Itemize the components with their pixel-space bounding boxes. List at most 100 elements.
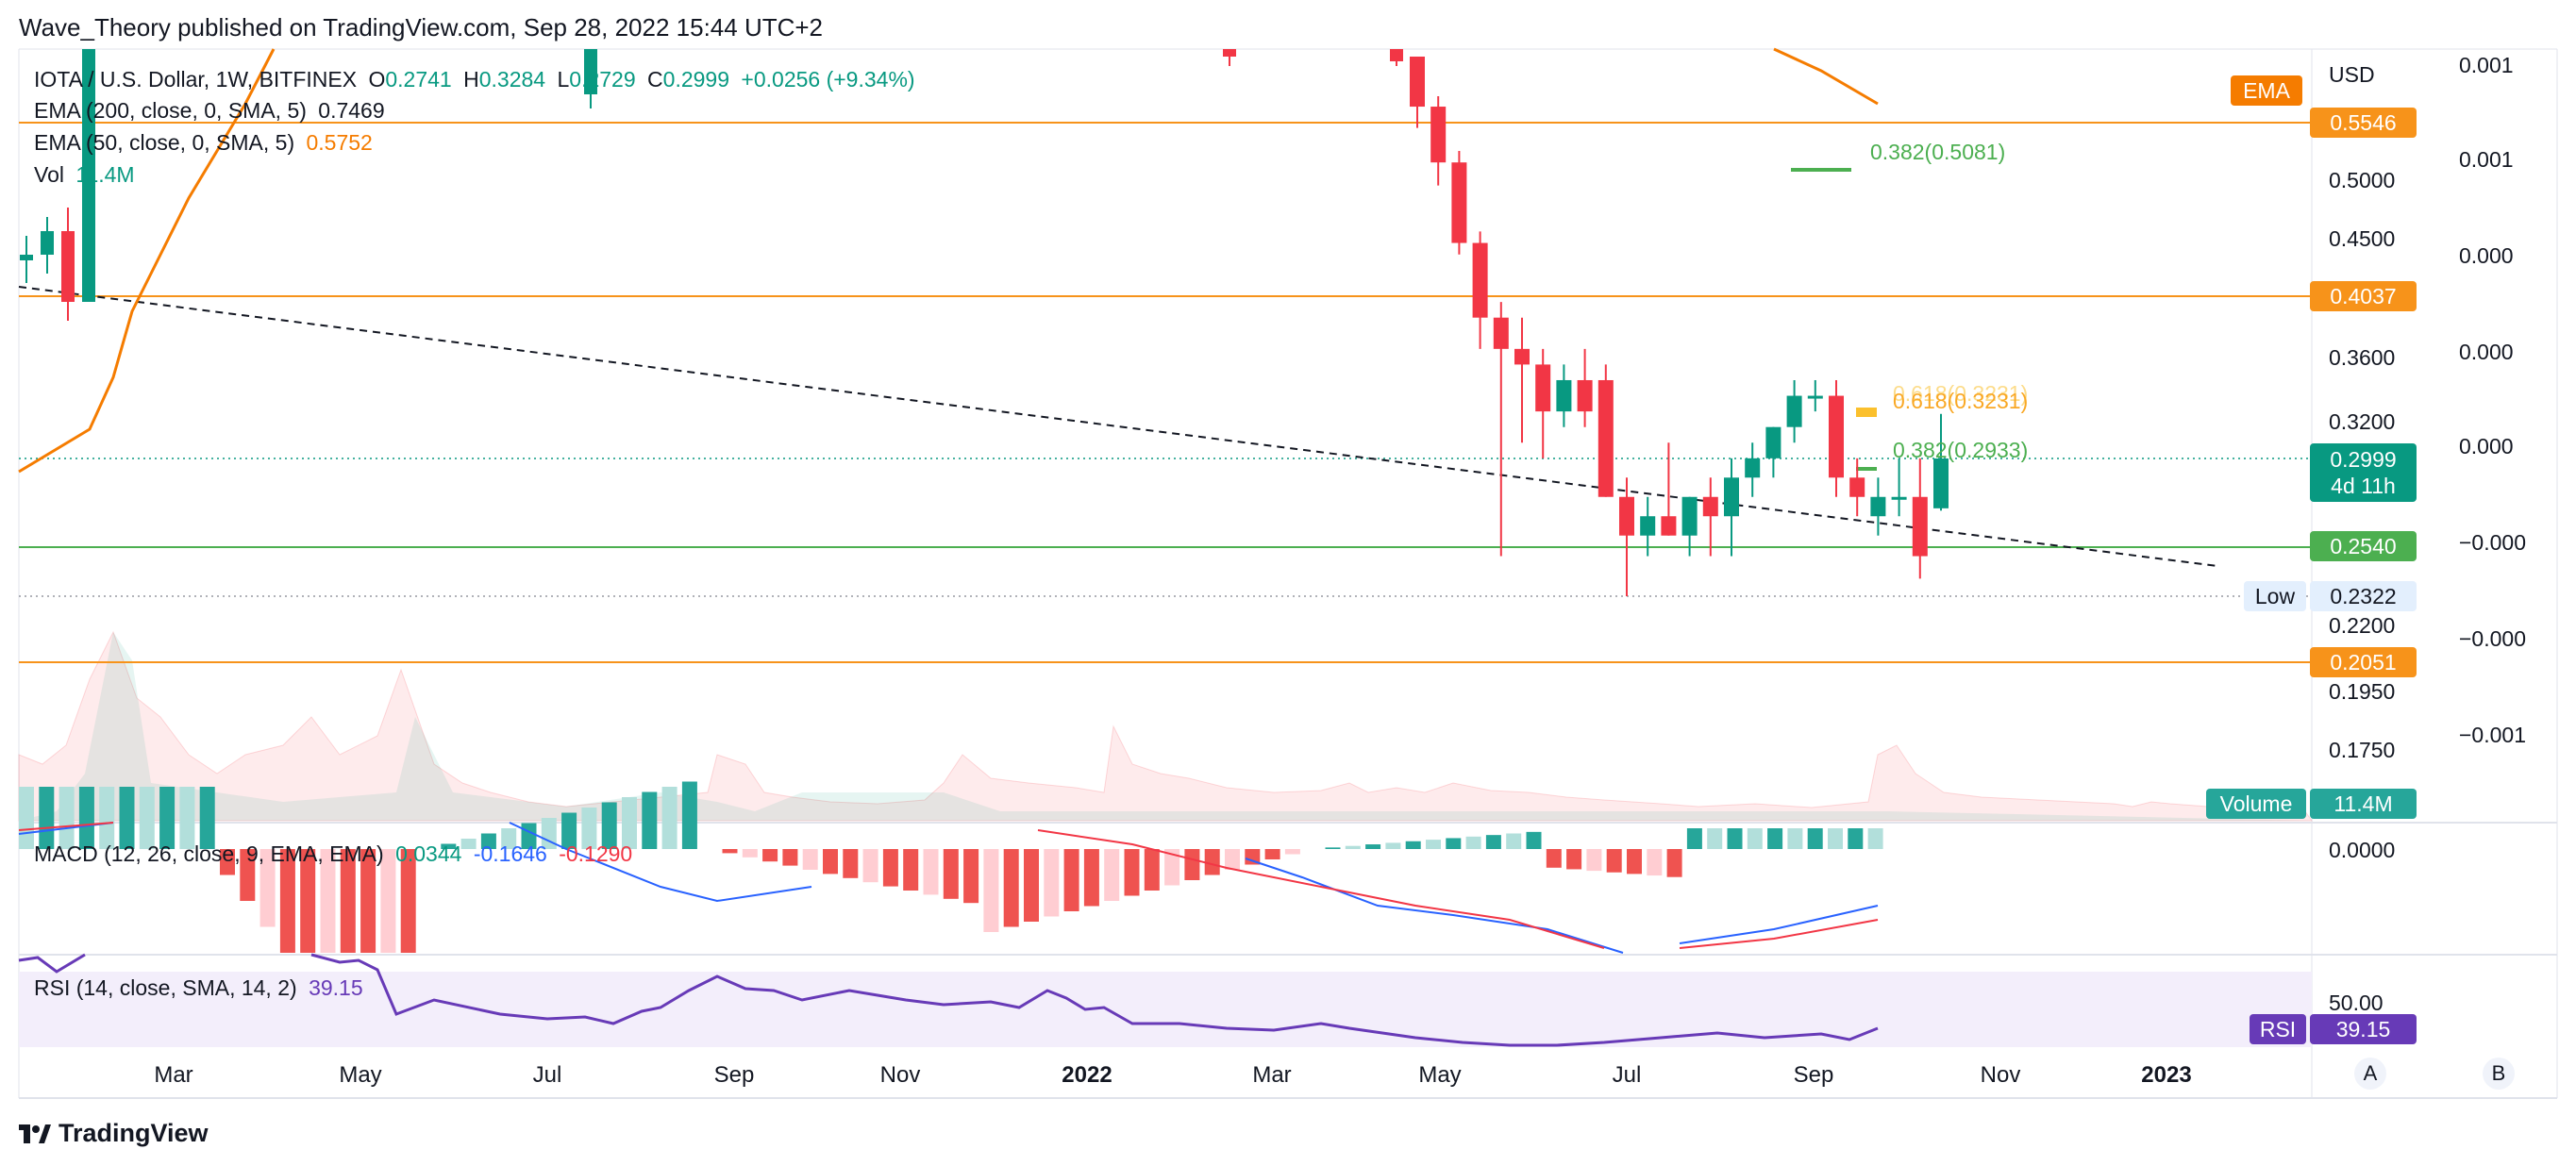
brand-name: TradingView bbox=[59, 1119, 209, 1147]
macd-histogram-bar bbox=[179, 787, 195, 849]
candle bbox=[1849, 477, 1865, 497]
macd-histogram-bar bbox=[661, 787, 677, 849]
macd-histogram-bar bbox=[460, 839, 477, 849]
rsi-tag-label: RSI bbox=[2250, 1014, 2306, 1044]
macd-histogram-bar bbox=[1867, 828, 1883, 849]
fib-618-ghost-label: 0.618(0.3231) bbox=[1893, 381, 2029, 406]
candle bbox=[82, 49, 95, 302]
macd-histogram-bar bbox=[1325, 847, 1341, 849]
macd-histogram-bar bbox=[199, 787, 215, 849]
volume-area bbox=[18, 630, 2313, 822]
macd-histogram-bar bbox=[279, 849, 295, 953]
ema50-label: EMA (50, close, 0, SMA, 5) bbox=[34, 130, 295, 155]
close-value: 0.2999 bbox=[662, 67, 730, 92]
macd-histogram-bar bbox=[1526, 831, 1542, 849]
price-tick: 0.3200 bbox=[2329, 409, 2396, 434]
candle bbox=[1786, 395, 1802, 427]
time-label: May bbox=[339, 1062, 382, 1088]
macd-label: MACD (12, 26, close, 9, EMA, EMA) bbox=[34, 841, 384, 866]
macd-histogram-bar bbox=[843, 849, 859, 878]
macd-histogram-bar bbox=[722, 849, 738, 854]
macd-histogram-bar bbox=[1164, 849, 1180, 886]
fib-top-label: 0.382(0.5081) bbox=[1870, 140, 2006, 164]
symbol-legend[interactable]: IOTA / U.S. Dollar, 1W, BITFINEX O0.2741… bbox=[34, 67, 921, 92]
candle bbox=[1912, 496, 1928, 557]
macd-line bbox=[18, 822, 1879, 954]
candle bbox=[1556, 379, 1572, 412]
log-scale-button[interactable]: B bbox=[2483, 1058, 2515, 1090]
auto-scale-button[interactable]: A bbox=[2354, 1058, 2386, 1090]
volume-tag-value: 11.4M bbox=[2310, 789, 2417, 819]
level-tag-0-5546: 0.5546 bbox=[2310, 108, 2417, 138]
open-value: 0.2741 bbox=[385, 67, 452, 92]
macd-tick: 0.0000 bbox=[2329, 838, 2396, 862]
low-tag-label: Low bbox=[2244, 581, 2306, 611]
price-tick: 0.2200 bbox=[2329, 613, 2396, 638]
low-value: 0.2729 bbox=[569, 67, 636, 92]
ema200-legend[interactable]: EMA (200, close, 0, SMA, 5) 0.7469 bbox=[34, 98, 391, 124]
macd-histogram-bar bbox=[1606, 849, 1622, 873]
fib-618-label: 0.618(0.3231) bbox=[1893, 389, 2029, 413]
macd-histogram-bar bbox=[742, 849, 758, 858]
macd-histogram-bar bbox=[1284, 849, 1300, 855]
macd-histogram-bar bbox=[1627, 849, 1642, 874]
macd-histogram-bar bbox=[400, 849, 416, 953]
ema200-label: EMA (200, close, 0, SMA, 5) bbox=[34, 98, 307, 123]
ema50-legend[interactable]: EMA (50, close, 0, SMA, 5) 0.5752 bbox=[34, 130, 378, 156]
level-tag-0-4037: 0.4037 bbox=[2310, 281, 2417, 311]
macd-histogram-bar bbox=[1184, 849, 1200, 880]
price-tick: 0.5000 bbox=[2329, 168, 2396, 192]
vol-value: 11.4M bbox=[75, 162, 135, 187]
secondary-tick: 0.000 bbox=[2459, 243, 2514, 268]
macd-histogram-bar bbox=[360, 849, 376, 953]
vol-legend[interactable]: Vol 11.4M bbox=[34, 162, 141, 188]
macd-histogram-bar bbox=[1345, 845, 1361, 849]
macd-histogram-bar bbox=[1124, 849, 1140, 896]
macd-histogram-bar bbox=[561, 812, 577, 849]
tradingview-logo[interactable]: TradingView bbox=[19, 1119, 209, 1148]
macd-signal-line bbox=[18, 822, 1879, 949]
candle bbox=[1493, 317, 1509, 349]
candle bbox=[1619, 496, 1634, 536]
secondary-tick: −0.000 bbox=[2459, 530, 2526, 555]
macd-histogram-bar bbox=[882, 849, 898, 887]
countdown-value: 4d 11h bbox=[2331, 474, 2396, 498]
ema200-value: 0.7469 bbox=[318, 98, 385, 123]
candle bbox=[1681, 496, 1698, 536]
macd-value-signal: -0.1290 bbox=[559, 841, 633, 866]
time-label: Nov bbox=[1980, 1062, 2021, 1088]
rsi-legend[interactable]: RSI (14, close, SMA, 14, 2) 39.15 bbox=[34, 975, 369, 1001]
macd-histogram-bar bbox=[340, 849, 356, 953]
macd-histogram-bar bbox=[1104, 849, 1120, 901]
secondary-tick: −0.000 bbox=[2459, 626, 2526, 651]
macd-histogram-bar bbox=[1828, 828, 1843, 849]
candle bbox=[1891, 496, 1907, 500]
macd-histogram-bar bbox=[259, 849, 276, 927]
candle bbox=[1223, 49, 1236, 57]
macd-histogram-bar bbox=[1365, 844, 1381, 849]
secondary-tick: 0.000 bbox=[2459, 340, 2514, 364]
candle bbox=[1661, 516, 1677, 536]
macd-histogram-bar bbox=[802, 849, 818, 870]
macd-histogram-bar bbox=[681, 781, 697, 849]
macd-histogram-bar bbox=[1426, 840, 1441, 849]
price-tick: 0.3600 bbox=[2329, 345, 2396, 370]
macd-histogram-bar bbox=[1063, 849, 1079, 911]
ema50-value: 0.5752 bbox=[306, 130, 373, 155]
candle bbox=[1724, 477, 1739, 517]
macd-histogram-bar bbox=[119, 787, 135, 849]
candle bbox=[20, 255, 33, 260]
published-caption: Wave_Theory published on TradingView.com… bbox=[19, 13, 824, 42]
current-price-tag: 0.2999 4d 11h bbox=[2310, 443, 2417, 502]
candle bbox=[1472, 242, 1488, 318]
macd-legend[interactable]: MACD (12, 26, close, 9, EMA, EMA) 0.0344… bbox=[34, 841, 638, 867]
macd-histogram-bar bbox=[862, 849, 878, 883]
macd-histogram-bar bbox=[1245, 849, 1261, 865]
time-label: Mar bbox=[1252, 1062, 1292, 1088]
time-label: Jul bbox=[1612, 1062, 1642, 1088]
macd-histogram-bar bbox=[1204, 849, 1220, 875]
macd-histogram-bar bbox=[1465, 836, 1481, 849]
time-label: Nov bbox=[879, 1062, 921, 1088]
macd-histogram-bar bbox=[1747, 828, 1763, 849]
